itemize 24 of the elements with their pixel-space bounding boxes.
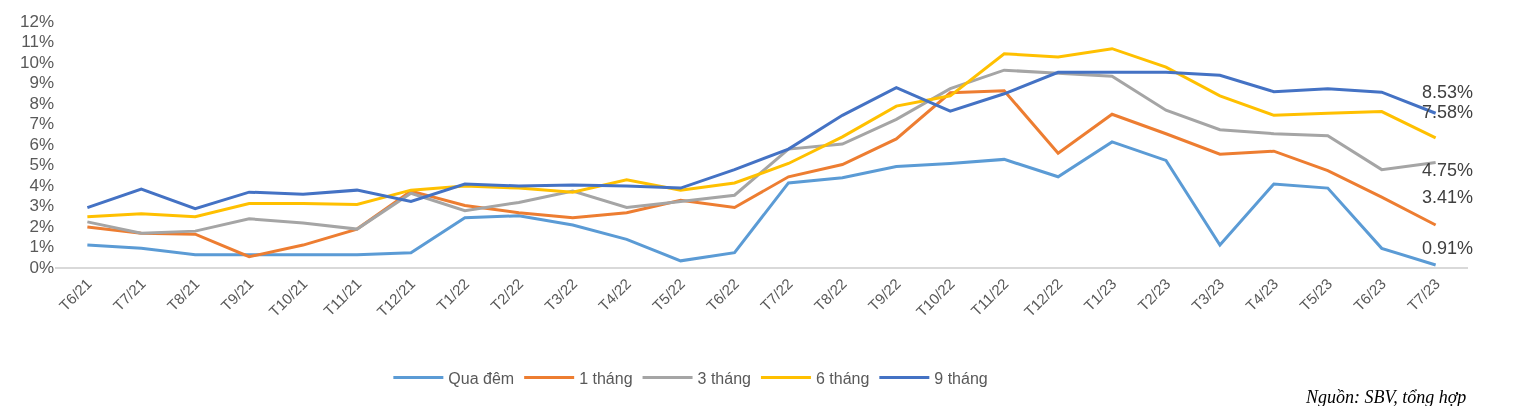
annotation: 7.58% [1422,102,1474,122]
y-tick-label: 3% [29,196,54,216]
annotation: 8.53% [1422,82,1474,102]
legend-label: Qua đêm [448,369,515,387]
y-tick-label: 11% [21,32,54,52]
y-tick-label: 4% [29,175,54,195]
y-tick-label: 1% [29,237,54,257]
y-tick-label: 12% [19,11,54,31]
legend-label: 3 tháng [697,369,751,387]
y-tick-label: 0% [29,257,54,277]
y-tick-label: 7% [29,114,54,134]
annotation: 3.41% [1422,187,1474,207]
y-tick-label: 6% [29,134,54,154]
y-tick-label: 9% [29,73,54,93]
y-tick-label: 10% [19,52,54,72]
y-tick-label: 2% [29,216,54,236]
y-tick-label: 5% [29,155,54,175]
legend-label: 9 tháng [934,369,988,387]
text: Nguồn: SBV, tổng hợp [1305,387,1467,406]
annotation: 0.91% [1422,238,1474,258]
annotation: 4.75% [1422,160,1474,180]
legend-label: 1 tháng [579,369,633,387]
legend-label: 6 tháng [815,369,870,387]
y-tick-label: 8% [29,93,54,113]
